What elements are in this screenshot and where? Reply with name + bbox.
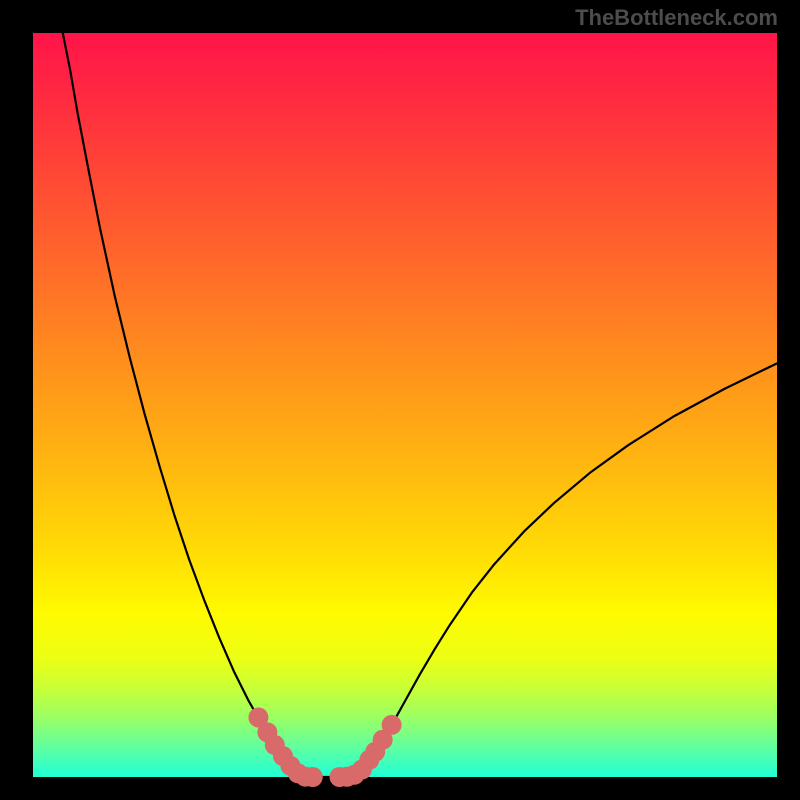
plot-area (33, 33, 777, 777)
watermark-text: TheBottleneck.com (575, 5, 778, 31)
marker-dot (382, 715, 402, 735)
curve-main-line (63, 33, 777, 777)
chart-container: TheBottleneck.com (0, 0, 800, 800)
markers-right-group (330, 715, 402, 787)
markers-left-group (248, 707, 322, 787)
bottleneck-curve (33, 33, 777, 777)
marker-dot (303, 767, 323, 787)
